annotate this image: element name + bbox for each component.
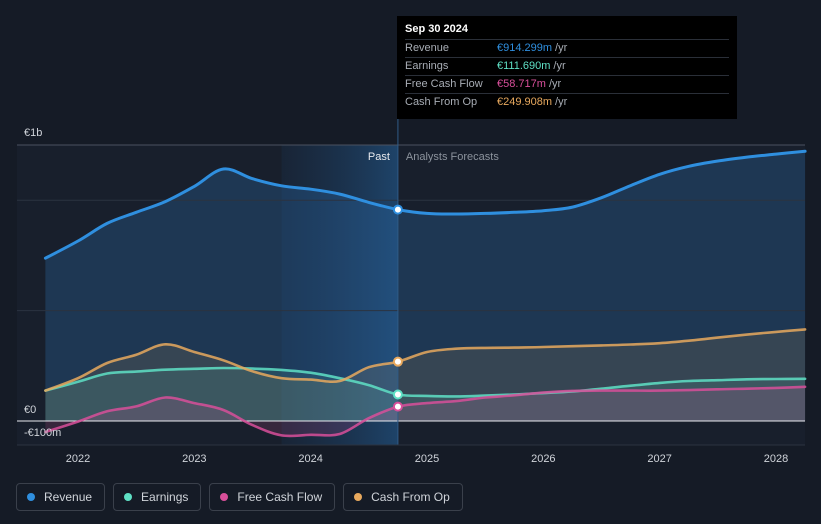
area-revenue: [45, 151, 806, 422]
y-tick-label: €0: [24, 404, 36, 416]
tooltip-unit: /yr: [555, 42, 568, 54]
x-tick-label: 2027: [647, 453, 671, 465]
x-tick-label: 2026: [531, 453, 555, 465]
tooltip-label: Earnings: [405, 60, 449, 72]
x-tick-label: 2023: [182, 453, 206, 465]
legend-label: Free Cash Flow: [237, 490, 323, 504]
legend-dot-icon: [27, 493, 35, 501]
legend-dot-icon: [124, 493, 133, 501]
past-label: Past: [368, 151, 390, 163]
marker-revenue: [392, 204, 403, 215]
tooltip: Sep 30 2024 Revenue €914.299m /yr Earnin…: [397, 16, 737, 119]
forecast-label: Analysts Forecasts: [406, 151, 499, 163]
tooltip-value: €111.690m: [497, 60, 551, 72]
tooltip-label: Free Cash Flow: [405, 78, 483, 90]
tooltip-row-cash-from-op: Cash From Op €249.908m /yr: [405, 93, 729, 111]
tooltip-row-free-cash-flow: Free Cash Flow €58.717m /yr: [405, 75, 729, 93]
legend-label: Cash From Op: [371, 490, 450, 504]
marker-cash-from-op: [392, 356, 403, 367]
y-tick-label: €1b: [24, 127, 42, 139]
legend-item-revenue[interactable]: Revenue: [16, 483, 106, 511]
x-tick-label: 2025: [415, 453, 439, 465]
series-line-earnings: [44, 366, 807, 398]
legend-item-earnings[interactable]: Earnings: [113, 483, 202, 511]
tooltip-label: Cash From Op: [405, 96, 478, 108]
x-tick-label: 2024: [298, 453, 322, 465]
tooltip-unit: /yr: [553, 60, 566, 72]
marker-earnings: [392, 389, 403, 400]
tooltip-unit: /yr: [555, 96, 568, 108]
area-earnings: [45, 368, 806, 421]
tooltip-row-earnings: Earnings €111.690m /yr: [405, 57, 729, 75]
tooltip-date: Sep 30 2024: [405, 23, 468, 35]
area-cash-from-op: [45, 329, 806, 421]
marker-free-cash-flow: [392, 401, 403, 412]
legend-label: Revenue: [44, 490, 93, 504]
series-line-cash-from-op: [44, 328, 807, 392]
tooltip-label: Revenue: [405, 42, 450, 54]
legend-dot-icon: [354, 493, 363, 501]
tooltip-value: €58.717m: [497, 78, 546, 90]
legend-dot-icon: [220, 493, 229, 501]
tooltip-unit: /yr: [548, 78, 562, 90]
legend: Revenue Earnings Free Cash Flow Cash Fro…: [16, 483, 463, 511]
area-free-cash-flow: [45, 386, 806, 437]
y-tick-label: -€100m: [24, 427, 61, 439]
legend-item-free-cash-flow[interactable]: Free Cash Flow: [209, 483, 336, 511]
tooltip-value: €914.299m: [497, 42, 553, 54]
tooltip-row-revenue: Revenue €914.299m /yr: [405, 39, 729, 57]
tooltip-value: €249.908m: [497, 96, 553, 108]
legend-label: Earnings: [141, 490, 189, 504]
legend-item-cash-from-op[interactable]: Cash From Op: [343, 483, 463, 511]
x-tick-label: 2022: [66, 453, 90, 465]
series-line-free-cash-flow: [44, 385, 807, 438]
x-tick-label: 2028: [764, 453, 788, 465]
series-line-revenue: [43, 149, 807, 260]
